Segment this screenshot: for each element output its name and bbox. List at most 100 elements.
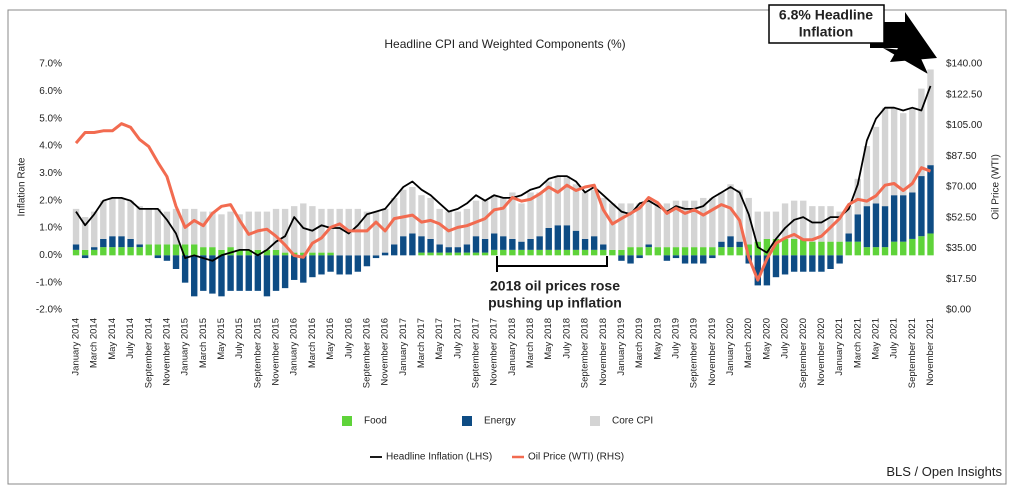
x-tick-label: November 2021 [925,318,936,386]
bar [818,255,825,272]
bar [427,197,434,239]
bar [218,214,225,250]
bar [227,247,234,256]
bar [927,165,934,234]
bar [236,214,243,250]
bar [518,203,525,242]
bar [91,211,98,248]
bar [890,107,898,196]
x-tick-label: September 2014 [143,318,154,388]
y-tick-label: 5.0% [39,113,62,124]
bar [790,255,798,272]
bar [109,236,116,248]
line [75,85,932,262]
bar [272,255,280,291]
bar [272,208,280,250]
bar [72,244,80,250]
bar [81,249,89,256]
y-tick-label: -2.0% [36,305,62,316]
bar [736,241,743,248]
bar [472,252,480,256]
bar [827,255,834,269]
bar [327,208,334,253]
legend-label: Headline Inflation (LHS) [386,452,492,463]
bar [781,255,789,275]
bar [581,249,589,256]
bar [709,247,716,256]
bar [863,206,871,248]
bar [145,244,152,256]
bar [681,200,689,248]
bar [809,241,816,256]
bar [336,255,343,275]
bar [318,208,325,253]
bar [191,208,198,245]
bar [845,206,852,234]
x-tick-label: March 2020 [743,318,754,368]
x-tick-label: January 2014 [71,318,82,376]
x-tick-label: November 2018 [598,318,609,386]
bar [563,249,571,256]
bar [472,200,480,237]
bar [672,255,680,259]
bar [572,230,580,250]
bar [654,247,662,256]
bar [300,252,307,256]
y2-axis-label: Oil Price (WTI) [991,154,1002,220]
x-tick-label: March 2017 [416,318,427,368]
y2-tick-label: $0.00 [946,305,971,316]
bar [709,255,716,259]
bar [509,249,516,256]
bar [118,247,125,256]
bar [881,107,889,207]
bar [318,252,325,256]
bar [827,241,834,256]
bar [309,206,316,253]
bar [690,255,698,264]
bar [736,189,743,242]
bar [918,88,925,177]
bar [618,255,625,261]
bar [363,211,371,256]
y-tick-label: 6.0% [39,86,62,97]
y-tick-label: -1.0% [36,277,62,288]
bar [881,206,889,248]
bar [181,255,189,283]
x-tick-label: September 2017 [471,318,482,388]
bar [281,255,289,289]
bar [109,247,116,256]
bar [509,192,516,239]
bar [572,249,580,256]
bar [536,236,543,250]
annotation: pushing up inflation [488,295,622,311]
bar [418,195,425,237]
bar [254,255,262,291]
bar [772,211,780,239]
bar [600,249,607,256]
bar [709,197,716,248]
x-tick-label: January 2020 [725,318,736,376]
bar [600,244,607,250]
bar [154,208,162,245]
bar [136,247,143,256]
bar [545,249,552,256]
bar [545,228,552,250]
bar [490,249,498,256]
bar [800,238,807,256]
y-tick-label: 2.0% [39,195,62,206]
bar [627,247,634,256]
bar [645,200,652,245]
x-tick-label: March 2021 [852,318,863,368]
bar [718,241,725,248]
bar [436,244,443,253]
bar [781,203,789,239]
x-tick-label: September 2021 [907,318,918,388]
bar [81,255,89,259]
y2-tick-label: $52.50 [946,212,977,223]
bar [145,208,152,245]
bar [454,211,462,248]
bar [309,255,316,278]
x-tick-label: January 2016 [289,318,300,376]
y-tick-label: 7.0% [39,59,62,70]
x-tick-label: May 2020 [761,318,772,360]
